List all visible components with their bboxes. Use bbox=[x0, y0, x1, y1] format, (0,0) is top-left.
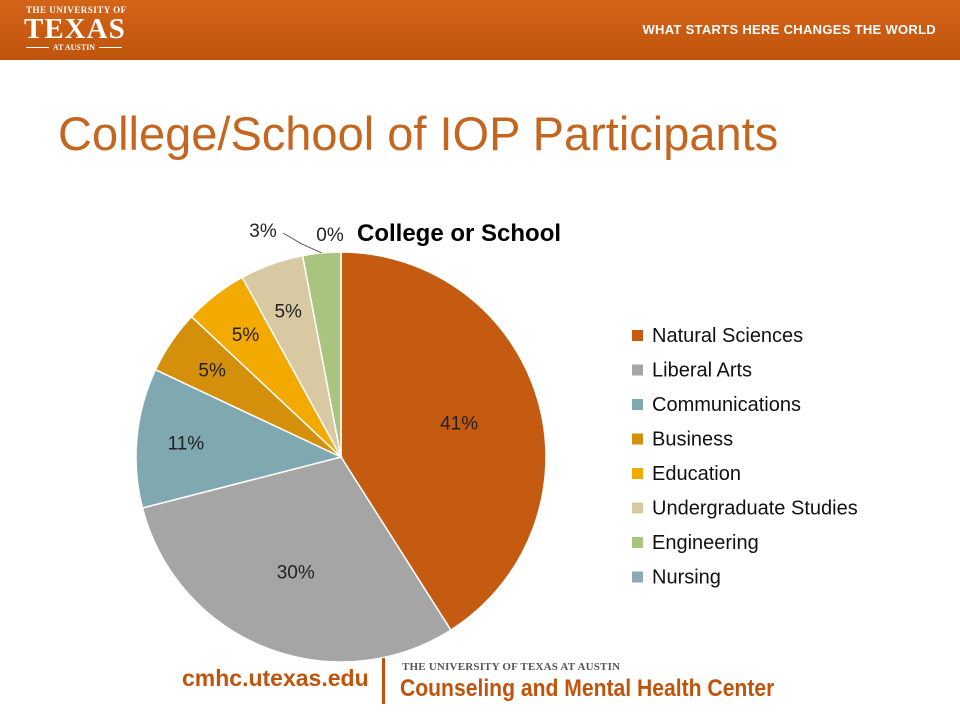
legend-label-liberal-arts: Liberal Arts bbox=[652, 360, 752, 382]
legend-swatch-nursing bbox=[632, 571, 643, 583]
pie-slice-liberal-arts bbox=[141, 456, 452, 663]
chart-title: College or School bbox=[357, 220, 561, 247]
leader-line-engineering bbox=[282, 232, 322, 254]
logo-sub-label: AT AUSTIN bbox=[52, 43, 96, 52]
header-bar: THE UNIVERSITY OF TEXAS AT AUSTIN WHAT S… bbox=[0, 0, 960, 60]
legend-label-undergraduate-studies: Undergraduate Studies bbox=[652, 498, 858, 520]
legend-swatch-liberal-arts bbox=[632, 364, 643, 376]
legend-label-natural-sciences: Natural Sciences bbox=[652, 325, 803, 347]
pie-slice-engineering bbox=[301, 251, 342, 458]
data-label-nursing: 0% bbox=[316, 225, 344, 246]
tagline: WHAT STARTS HERE CHANGES THE WORLD bbox=[642, 22, 936, 37]
legend-label-education: Education bbox=[652, 463, 741, 485]
logo-rule-right bbox=[99, 47, 123, 48]
logo-subtext: AT AUSTIN bbox=[26, 43, 123, 52]
pie-slice-communications bbox=[135, 368, 344, 509]
data-label-liberal-arts: 30% bbox=[277, 562, 315, 583]
legend-label-engineering: Engineering bbox=[652, 532, 759, 554]
footer-center-name: Counseling and Mental Health Center bbox=[400, 675, 775, 702]
legend: Natural Sciences Liberal Arts Communicatio… bbox=[632, 325, 858, 589]
legend-swatch-undergraduate-studies bbox=[632, 502, 643, 514]
pie-labels: 41% 30% 11% 5% 5% 5% 3% 0% bbox=[168, 221, 479, 583]
data-label-education: 5% bbox=[232, 325, 260, 346]
footer-divider bbox=[382, 658, 385, 704]
pie-slice-natural-sciences bbox=[340, 251, 547, 632]
logo-text: TEXAS bbox=[24, 13, 126, 45]
data-label-undergraduate-studies: 5% bbox=[274, 301, 302, 322]
legend-swatch-education bbox=[632, 468, 643, 479]
footer-institution: THE UNIVERSITY OF TEXAS AT AUSTIN bbox=[402, 661, 621, 673]
legend-label-communications: Communications bbox=[652, 394, 801, 416]
legend-swatch-communications bbox=[632, 399, 643, 410]
footer-url[interactable]: cmhc.utexas.edu bbox=[182, 665, 369, 691]
legend-label-business: Business bbox=[652, 429, 733, 451]
data-label-communications: 11% bbox=[168, 433, 205, 454]
data-label-natural-sciences: 41% bbox=[440, 414, 478, 435]
legend-label-nursing: Nursing bbox=[652, 567, 721, 589]
logo-small-text: THE UNIVERSITY OF bbox=[26, 5, 127, 15]
data-label-engineering: 3% bbox=[249, 221, 277, 242]
legend-swatch-engineering bbox=[632, 537, 643, 548]
slide-title: College/School of IOP Participants bbox=[58, 107, 779, 160]
legend-swatch-natural-sciences bbox=[632, 330, 643, 341]
logo-rule-left bbox=[26, 47, 49, 48]
pie-slices bbox=[135, 251, 547, 663]
legend-swatch-business bbox=[632, 433, 643, 445]
data-label-business: 5% bbox=[198, 360, 226, 381]
